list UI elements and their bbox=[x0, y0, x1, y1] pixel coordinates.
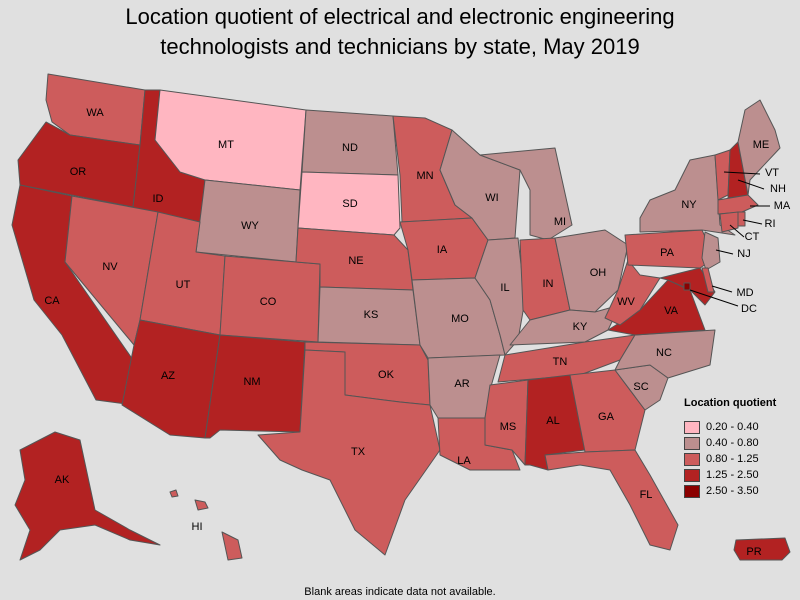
title-line-2: technologists and technicians by state, … bbox=[160, 34, 640, 59]
label-HI: HI bbox=[192, 521, 203, 533]
legend: Location quotient 0.20 - 0.40 0.40 - 0.8… bbox=[684, 397, 776, 499]
legend-label: 0.80 - 1.25 bbox=[706, 453, 759, 465]
label-LA: LA bbox=[457, 455, 471, 467]
legend-swatch bbox=[684, 484, 700, 498]
label-CT: CT bbox=[745, 231, 760, 243]
label-AK: AK bbox=[55, 474, 70, 486]
state-KY[interactable] bbox=[509, 304, 621, 346]
label-IA: IA bbox=[437, 244, 448, 256]
state-PR[interactable] bbox=[733, 537, 791, 561]
label-WA: WA bbox=[86, 107, 104, 119]
label-AZ: AZ bbox=[161, 370, 175, 382]
label-MN: MN bbox=[416, 170, 433, 182]
label-KS: KS bbox=[364, 309, 379, 321]
label-NV: NV bbox=[102, 261, 118, 273]
label-AL: AL bbox=[546, 415, 559, 427]
legend-label: 1.25 - 2.50 bbox=[706, 469, 759, 481]
state-WV[interactable] bbox=[604, 259, 661, 326]
label-NH: NH bbox=[770, 183, 786, 195]
state-FL[interactable] bbox=[544, 449, 679, 551]
label-AR: AR bbox=[454, 378, 469, 390]
label-MI: MI bbox=[554, 216, 566, 228]
legend-title: Location quotient bbox=[684, 397, 777, 409]
title-line-1: Location quotient of electrical and elec… bbox=[125, 4, 675, 29]
label-MO: MO bbox=[451, 313, 469, 325]
label-NM: NM bbox=[243, 376, 260, 388]
legend-item: 2.50 - 3.50 bbox=[684, 483, 776, 499]
label-FL: FL bbox=[640, 489, 653, 501]
label-ID: ID bbox=[153, 193, 164, 205]
state-DE[interactable] bbox=[701, 267, 715, 293]
legend-item: 1.25 - 2.50 bbox=[684, 467, 776, 483]
legend-label: 2.50 - 3.50 bbox=[706, 485, 759, 497]
label-NE: NE bbox=[348, 255, 363, 267]
label-MD: MD bbox=[736, 287, 753, 299]
label-CO: CO bbox=[260, 296, 277, 308]
state-ME[interactable] bbox=[737, 99, 781, 196]
state-DC[interactable] bbox=[683, 282, 691, 291]
legend-item: 0.20 - 0.40 bbox=[684, 419, 776, 435]
label-UT: UT bbox=[176, 279, 191, 291]
legend-item: 0.40 - 0.80 bbox=[684, 435, 776, 451]
label-PA: PA bbox=[660, 247, 675, 259]
label-VA: VA bbox=[664, 305, 679, 317]
label-TX: TX bbox=[351, 446, 366, 458]
label-OR: OR bbox=[70, 166, 87, 178]
legend-label: 0.40 - 0.80 bbox=[706, 437, 759, 449]
state-MA[interactable] bbox=[717, 194, 759, 215]
label-WY: WY bbox=[241, 220, 259, 232]
label-ND: ND bbox=[342, 142, 358, 154]
footer-note: Blank areas indicate data not available. bbox=[304, 586, 496, 598]
label-IL: IL bbox=[500, 282, 509, 294]
state-HI[interactable] bbox=[169, 489, 243, 561]
legend-swatch bbox=[684, 468, 700, 482]
label-SC: SC bbox=[633, 381, 648, 393]
label-NY: NY bbox=[681, 199, 697, 211]
label-OK: OK bbox=[378, 369, 395, 381]
label-MT: MT bbox=[218, 139, 234, 151]
legend-swatch bbox=[684, 420, 700, 434]
legend-swatch bbox=[684, 436, 700, 450]
state-RI[interactable] bbox=[737, 211, 746, 227]
label-GA: GA bbox=[598, 411, 615, 423]
leader-lines bbox=[689, 171, 770, 307]
label-CA: CA bbox=[44, 295, 60, 307]
state-CT[interactable] bbox=[719, 211, 739, 233]
label-DC: DC bbox=[741, 303, 757, 315]
label-NC: NC bbox=[656, 347, 672, 359]
label-IN: IN bbox=[543, 278, 554, 290]
label-MA: MA bbox=[774, 200, 791, 212]
state-labels: WA OR CA ID NV MT WY UT AZ CO NM ND SD N… bbox=[44, 107, 791, 558]
label-RI: RI bbox=[765, 218, 776, 230]
legend-swatch bbox=[684, 452, 700, 466]
legend-label: 0.20 - 0.40 bbox=[706, 421, 759, 433]
label-VT: VT bbox=[765, 167, 779, 179]
state-NJ[interactable] bbox=[701, 231, 721, 271]
label-WV: WV bbox=[617, 296, 635, 308]
label-WI: WI bbox=[485, 192, 498, 204]
state-SD[interactable] bbox=[297, 171, 401, 236]
label-TN: TN bbox=[553, 356, 568, 368]
state-GA[interactable] bbox=[569, 369, 646, 453]
label-MS: MS bbox=[500, 421, 517, 433]
label-ME: ME bbox=[753, 139, 770, 151]
label-KY: KY bbox=[573, 321, 588, 333]
state-AK[interactable] bbox=[14, 431, 161, 561]
label-OH: OH bbox=[590, 267, 607, 279]
label-SD: SD bbox=[342, 198, 357, 210]
legend-item: 0.80 - 1.25 bbox=[684, 451, 776, 467]
label-NJ: NJ bbox=[737, 248, 750, 260]
label-PR: PR bbox=[746, 546, 761, 558]
state-MI[interactable] bbox=[479, 147, 573, 241]
state-TX[interactable] bbox=[257, 349, 441, 556]
map-title: Location quotient of electrical and elec… bbox=[0, 2, 800, 62]
